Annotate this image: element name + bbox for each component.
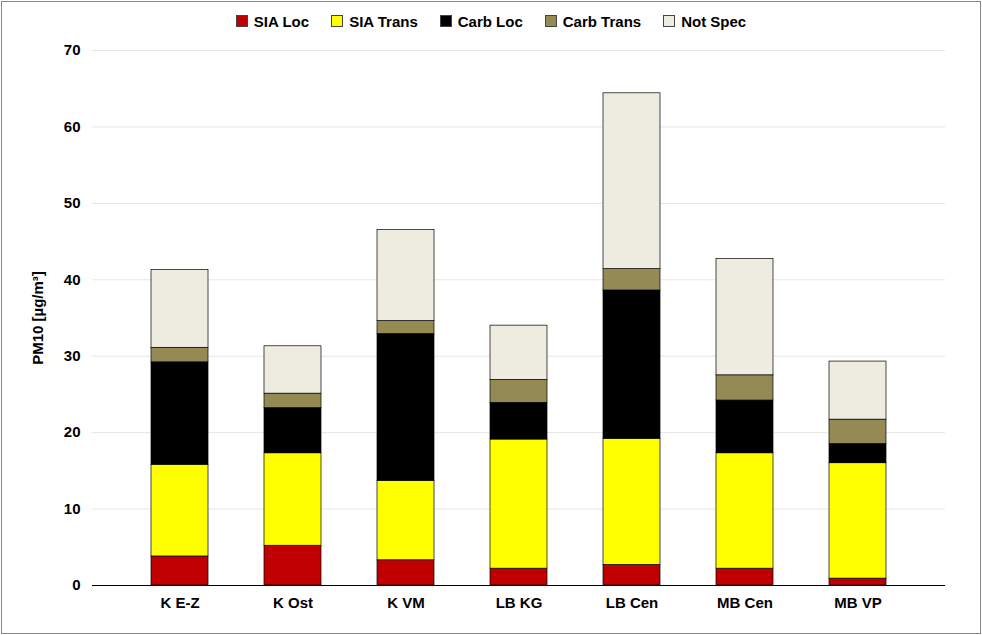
svg-text:LB KG: LB KG — [496, 594, 543, 611]
svg-text:PM10 [µg/m³]: PM10 [µg/m³] — [29, 271, 46, 365]
svg-text:K VM: K VM — [387, 594, 425, 611]
svg-text:70: 70 — [64, 41, 81, 58]
svg-text:40: 40 — [64, 271, 81, 288]
svg-text:10: 10 — [64, 500, 81, 517]
svg-text:60: 60 — [64, 118, 81, 135]
svg-text:MB Cen: MB Cen — [717, 594, 773, 611]
svg-text:LB Cen: LB Cen — [606, 594, 659, 611]
html-text:Carb Loc: Carb Loc — [457, 12, 523, 30]
svg-text:30: 30 — [64, 347, 81, 364]
html-text:SIA Loc: SIA Loc — [253, 12, 310, 30]
svg-text:K E-Z: K E-Z — [160, 594, 199, 611]
html-text:Carb Trans: Carb Trans — [562, 12, 642, 30]
svg-text:20: 20 — [64, 423, 81, 440]
svg-text:MB VP: MB VP — [834, 594, 882, 611]
svg-text:0: 0 — [72, 576, 80, 593]
html-text:SIA Trans: SIA Trans — [349, 12, 418, 30]
html-text:Not Spec: Not Spec — [681, 12, 747, 30]
svg-text:50: 50 — [64, 194, 81, 211]
svg-text:K Ost: K Ost — [273, 594, 313, 611]
